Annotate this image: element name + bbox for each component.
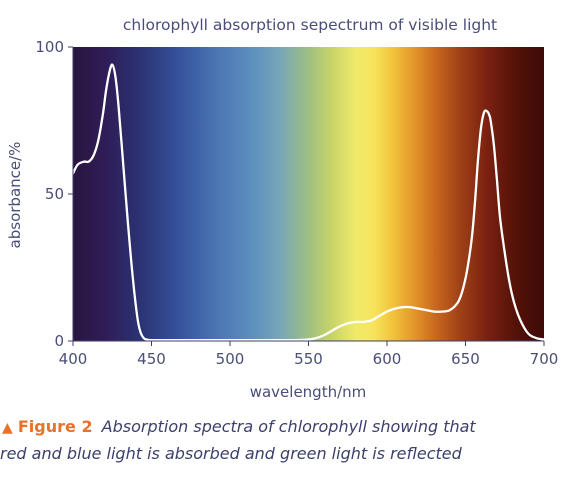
y-axis-label: absorbance/% xyxy=(6,142,24,249)
data-point xyxy=(402,307,403,308)
data-point xyxy=(394,308,395,309)
data-point xyxy=(355,321,356,322)
data-point xyxy=(105,91,106,92)
data-point xyxy=(488,114,489,115)
data-point xyxy=(520,320,521,321)
data-point xyxy=(514,302,515,303)
data-point xyxy=(536,337,537,338)
data-point xyxy=(528,333,529,334)
chart-title: chlorophyll absorption sepectrum of visi… xyxy=(123,16,497,34)
x-tick-label: 550 xyxy=(294,350,323,368)
data-point xyxy=(83,161,84,162)
data-point xyxy=(308,339,309,340)
data-point xyxy=(490,120,491,121)
data-point xyxy=(127,223,128,224)
data-point xyxy=(449,310,450,311)
data-point xyxy=(493,143,494,144)
caption-text-line2: red and blue light is absorbed and green… xyxy=(0,444,462,463)
data-point xyxy=(324,335,325,336)
data-point xyxy=(509,282,510,283)
data-point xyxy=(504,252,505,253)
absorbance-curve xyxy=(71,63,546,342)
data-point xyxy=(474,202,475,203)
data-point xyxy=(496,179,497,180)
data-point xyxy=(410,307,411,308)
data-point xyxy=(347,323,348,324)
caption-triangle-icon: ▲ xyxy=(2,420,13,436)
data-point xyxy=(143,337,144,338)
data-point xyxy=(109,73,110,74)
data-point xyxy=(484,111,485,112)
data-point xyxy=(115,76,116,77)
data-point xyxy=(93,155,94,156)
data-point xyxy=(77,164,78,165)
data-point xyxy=(457,302,458,303)
data-point xyxy=(386,311,387,312)
caption-text-line1: Absorption spectra of chlorophyll showin… xyxy=(101,417,476,436)
y-tick-label: 0 xyxy=(54,332,64,350)
x-axis-label: wavelength/nm xyxy=(250,383,367,401)
y-tick-label: 50 xyxy=(45,185,64,203)
x-tick-label: 450 xyxy=(137,350,166,368)
x-tick-label: 400 xyxy=(59,350,88,368)
caption-figure-label: Figure 2 xyxy=(17,417,93,436)
data-point xyxy=(418,308,419,309)
figure-caption: ▲ Figure 2 Absorption spectra of chlorop… xyxy=(0,414,564,466)
data-point xyxy=(88,161,89,162)
spectrum-background xyxy=(73,47,544,341)
data-point xyxy=(140,332,141,333)
x-tick-label: 500 xyxy=(216,350,245,368)
data-point xyxy=(137,317,138,318)
data-point xyxy=(363,321,364,322)
data-point xyxy=(466,270,467,271)
data-point xyxy=(462,290,463,291)
y-tick-label: 100 xyxy=(35,38,64,56)
data-point xyxy=(102,114,103,115)
data-point xyxy=(132,276,133,277)
data-point xyxy=(379,315,380,316)
data-point xyxy=(499,217,500,218)
x-tick-label: 600 xyxy=(373,350,402,368)
data-point xyxy=(434,311,435,312)
data-point xyxy=(371,320,372,321)
data-point xyxy=(487,111,488,112)
x-tick-label: 650 xyxy=(451,350,480,368)
data-point xyxy=(331,330,332,331)
data-point xyxy=(112,64,113,65)
absorption-chart: chlorophyll absorption sepectrum of visi… xyxy=(6,16,559,401)
data-point xyxy=(146,339,147,340)
data-point xyxy=(426,310,427,311)
x-tick-label: 700 xyxy=(530,350,559,368)
data-point xyxy=(471,238,472,239)
data-point xyxy=(441,311,442,312)
data-point xyxy=(118,105,119,106)
data-point xyxy=(543,339,544,340)
data-point xyxy=(316,337,317,338)
data-point xyxy=(339,326,340,327)
data-point xyxy=(481,126,482,127)
data-point xyxy=(98,140,99,141)
data-point xyxy=(477,158,478,159)
data-point xyxy=(123,164,124,165)
